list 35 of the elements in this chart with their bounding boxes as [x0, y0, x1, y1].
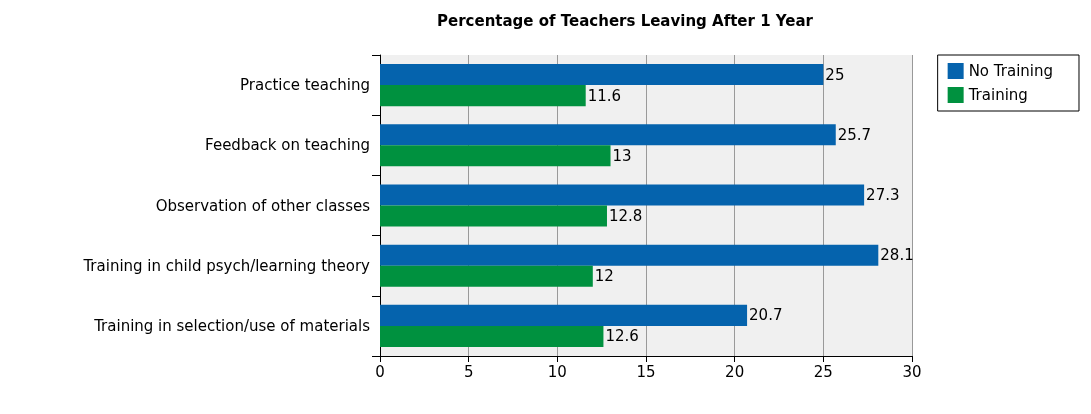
data-label: 27.3	[866, 185, 900, 204]
data-label: 25	[825, 65, 845, 84]
bar	[380, 244, 879, 266]
x-tick-label: 30	[902, 362, 922, 381]
x-tick-label: 5	[463, 362, 474, 381]
bar	[380, 145, 611, 167]
data-label: 12	[594, 267, 614, 286]
bar	[380, 304, 748, 326]
bar	[380, 205, 607, 227]
data-label: 25.7	[837, 125, 872, 144]
bar	[380, 64, 824, 86]
y-tick-label: Training in child psych/learning theory	[82, 256, 371, 275]
bar	[380, 184, 865, 206]
bar	[380, 85, 586, 107]
x-tick-label: 20	[725, 362, 745, 381]
legend-label: Training	[967, 86, 1028, 104]
bar	[380, 265, 593, 287]
x-tick-label: 0	[375, 362, 385, 381]
data-label: 11.6	[587, 86, 622, 105]
x-tick-label: 25	[813, 362, 833, 381]
bar	[380, 325, 604, 347]
y-tick-label: Training in selection/use of materials	[93, 316, 371, 335]
data-label: 12.8	[608, 207, 643, 226]
chart-title: Percentage of Teachers Leaving After 1 Year	[437, 11, 814, 30]
y-tick-label: Observation of other classes	[155, 196, 371, 215]
x-tick-label: 15	[636, 362, 656, 381]
data-label: 12.6	[605, 327, 639, 346]
data-label: 13	[612, 146, 632, 165]
y-tick-label: Practice teaching	[240, 76, 370, 95]
bar	[380, 124, 836, 146]
y-tick-label: Feedback on teaching	[205, 136, 370, 155]
data-label: 20.7	[749, 306, 783, 325]
x-tick-label: 10	[547, 362, 567, 381]
data-label: 28.1	[880, 246, 914, 265]
legend-label: No Training	[968, 62, 1054, 80]
